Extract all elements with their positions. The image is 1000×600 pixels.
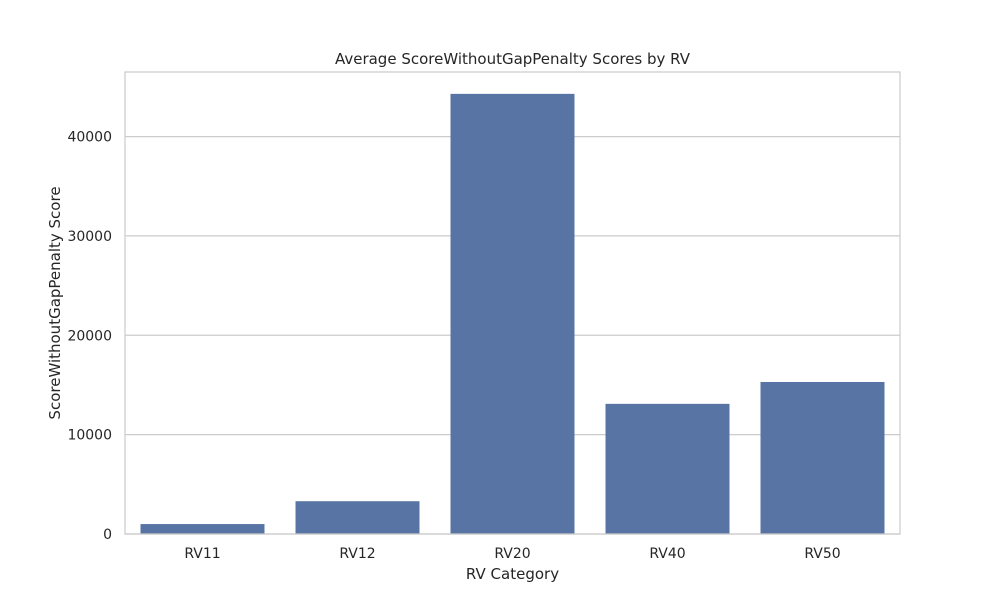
bar-rv50 xyxy=(760,381,885,534)
x-tick-label: RV11 xyxy=(184,546,220,562)
y-axis-label: ScoreWithoutGapPenalty Score xyxy=(46,186,64,419)
bar-layer xyxy=(140,93,885,534)
chart-title: Average ScoreWithoutGapPenalty Scores by… xyxy=(335,50,691,68)
y-tick-label: 30000 xyxy=(67,229,112,245)
y-tick-label: 40000 xyxy=(67,130,112,146)
plot-frame xyxy=(124,71,901,535)
y-tick-label: 20000 xyxy=(67,328,112,344)
y-tick-labels: 0 10000 20000 30000 40000 xyxy=(67,130,112,543)
x-tick-label: RV40 xyxy=(649,546,685,562)
x-tick-labels: RV11 RV12 RV20 RV40 RV50 xyxy=(184,546,840,562)
x-tick-label: RV12 xyxy=(339,546,375,562)
bar-rv12 xyxy=(295,501,420,534)
y-tick-label: 0 xyxy=(103,527,112,543)
bar-rv11 xyxy=(140,524,265,534)
x-tick-label: RV20 xyxy=(494,546,530,562)
x-axis-label: RV Category xyxy=(466,565,559,583)
bar-rv40 xyxy=(605,403,730,534)
x-tick-label: RV50 xyxy=(804,546,840,562)
y-tick-label: 10000 xyxy=(67,428,112,444)
bar-rv20 xyxy=(450,93,575,534)
